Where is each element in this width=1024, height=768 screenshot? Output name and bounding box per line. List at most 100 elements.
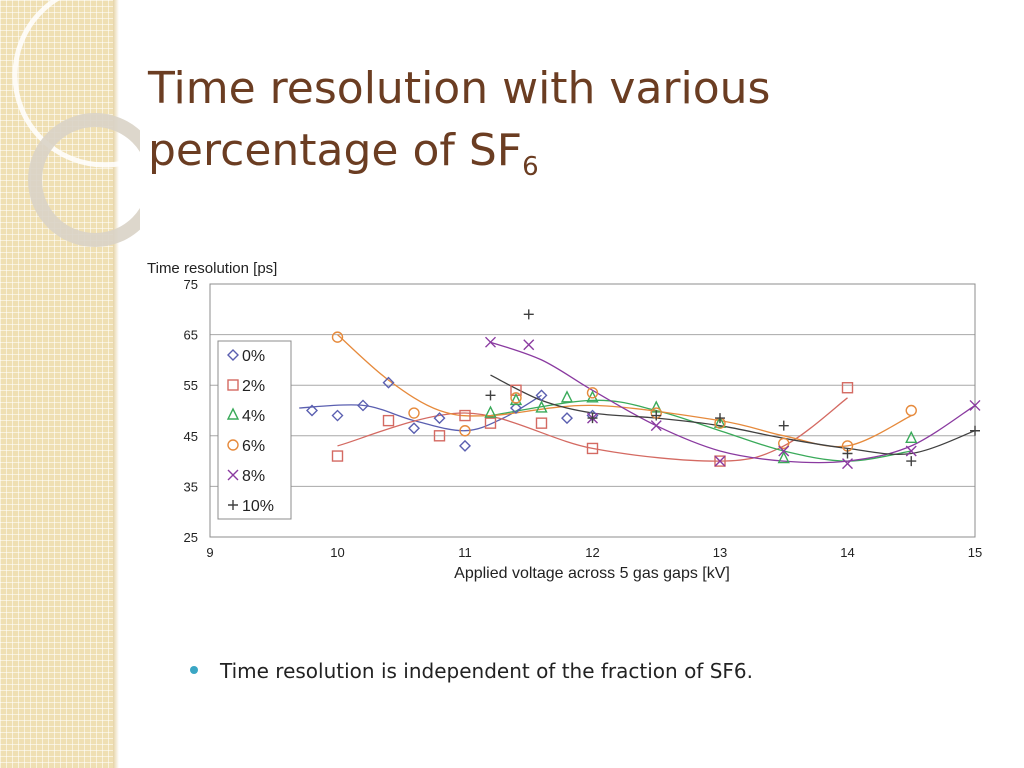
bullet-dot-icon: [190, 666, 198, 674]
data-point-10pct: [587, 413, 598, 424]
x-tick-label: 9: [206, 545, 213, 560]
legend-label-10pct: 10%: [242, 498, 274, 515]
legend-marker-6pct: [227, 439, 239, 451]
data-point-4pct: [509, 392, 523, 406]
legend-label-2pct: 2%: [242, 378, 265, 395]
data-point-2pct: [459, 409, 471, 422]
data-point-0pct: [331, 409, 344, 422]
data-point-4pct: [560, 390, 574, 403]
legend-marker-8pct: [227, 469, 239, 481]
data-point-10pct: [970, 425, 980, 436]
title-line-2: percentage of SF: [148, 125, 523, 176]
title-subscript: 6: [522, 152, 539, 182]
x-tick-label: 11: [458, 545, 472, 560]
tick-labels: 25 35 45 55 65 75 9 10 11 12 13 14 15: [184, 277, 983, 560]
trend-line-10pct: [490, 374, 976, 456]
y-tick-label: 75: [184, 277, 198, 292]
data-point-6pct: [331, 331, 344, 343]
data-point-6pct: [408, 407, 420, 419]
legend-marker-0pct: [227, 349, 239, 361]
data-point-0pct: [535, 389, 548, 402]
trend-line-8pct: [490, 341, 976, 464]
bullet-list: Time resolution is independent of the fr…: [188, 657, 968, 685]
data-point-2pct: [714, 455, 726, 467]
x-tick-label: 12: [585, 545, 599, 560]
x-tick-label: 10: [330, 545, 344, 560]
y-tick-label: 35: [184, 479, 198, 494]
data-point-8pct: [969, 399, 981, 411]
data-point-2pct: [382, 414, 395, 427]
legend-marker-4pct: [226, 407, 240, 420]
legend-marker-2pct: [227, 379, 239, 391]
data-point-2pct: [433, 430, 446, 442]
data-point-0pct: [306, 404, 318, 417]
data-points: [306, 309, 981, 470]
data-point-4pct: [777, 451, 790, 464]
data-point-2pct: [586, 442, 599, 455]
title-line-1: Time resolution with various: [148, 63, 771, 114]
data-point-0pct: [408, 422, 420, 435]
y-tick-label: 45: [184, 429, 198, 444]
data-point-10pct: [523, 309, 534, 320]
y-tick-label: 25: [184, 530, 198, 545]
data-point-6pct: [778, 437, 790, 450]
data-point-4pct: [905, 430, 918, 444]
data-point-0pct: [510, 401, 522, 414]
data-point-2pct: [841, 382, 854, 394]
data-point-10pct: [906, 456, 917, 467]
decorative-rings: [12, 0, 140, 247]
slide-title: Time resolution with various percentage …: [148, 58, 968, 198]
legend-box: [217, 340, 292, 520]
decorative-ring-large: [12, 0, 140, 168]
data-point-8pct: [905, 445, 917, 457]
data-point-4pct: [535, 400, 548, 413]
data-point-4pct: [484, 405, 497, 418]
y-tick-label: 55: [184, 378, 198, 393]
data-point-8pct: [778, 445, 790, 457]
data-point-0pct: [459, 439, 471, 452]
x-tick-label: 15: [968, 545, 982, 560]
data-point-10pct: [778, 420, 789, 431]
legend-marker-10pct: [228, 500, 238, 510]
data-point-8pct: [523, 339, 535, 351]
trend-line-6pct: [337, 334, 912, 448]
x-tick-label: 13: [713, 545, 727, 560]
time-resolution-chart: 25 35 45 55 65 75 9 10 11 12 13 14 15 Time resolutio…: [147, 260, 983, 582]
data-point-10pct: [715, 413, 725, 424]
side-band-edge: [113, 0, 119, 768]
x-axis-label: Applied voltage across 5 gas gaps [kV]: [454, 565, 730, 582]
bullet-text: Time resolution is independent of the fr…: [220, 659, 753, 683]
data-point-8pct: [842, 458, 853, 470]
y-axis-label: Time resolution [ps]: [147, 260, 277, 277]
data-point-6pct: [905, 404, 917, 417]
data-point-0pct: [357, 399, 369, 412]
data-point-2pct: [484, 417, 497, 429]
data-point-10pct: [842, 448, 853, 459]
data-point-8pct: [714, 455, 726, 467]
data-point-6pct: [586, 387, 599, 399]
y-tick-label: 65: [184, 328, 198, 343]
data-point-8pct: [650, 420, 662, 432]
legend-label-0pct: 0%: [242, 348, 265, 365]
legend-label-4pct: 4%: [242, 408, 265, 425]
trend-line-0pct: [299, 394, 542, 432]
bullet-item: Time resolution is independent of the fr…: [188, 657, 968, 685]
data-point-10pct: [485, 390, 496, 401]
chart-legend: 0% 2% 4% 6% 8% 10%: [217, 340, 292, 520]
trend-line-2pct: [337, 397, 848, 462]
legend-label-6pct: 6%: [242, 438, 265, 455]
plot-frame: [209, 283, 976, 538]
data-point-2pct: [535, 417, 548, 429]
data-point-8pct: [485, 336, 496, 348]
data-point-0pct: [433, 412, 446, 425]
data-point-4pct: [713, 415, 727, 428]
data-point-6pct: [510, 392, 522, 404]
data-point-0pct: [561, 412, 573, 425]
trend-lines: [299, 334, 976, 464]
x-tick-label: 14: [840, 545, 854, 560]
data-point-10pct: [651, 410, 662, 421]
data-point-6pct: [459, 425, 471, 437]
data-point-2pct: [331, 450, 344, 462]
data-point-0pct: [382, 376, 395, 389]
decorative-ring-small: [28, 113, 140, 247]
